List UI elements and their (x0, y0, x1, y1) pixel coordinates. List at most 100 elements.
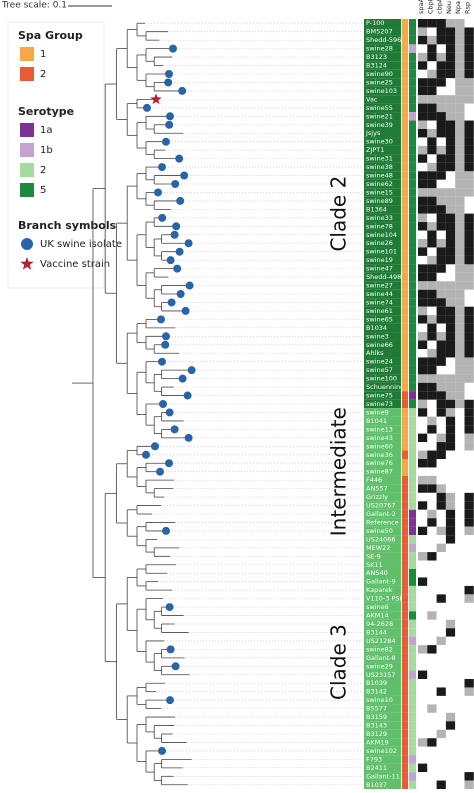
gene-cell (445, 272, 456, 282)
leaf-label: SE-9 (366, 552, 381, 560)
gene-cell (436, 577, 446, 586)
label-cell (364, 408, 401, 417)
gene-cell (436, 382, 446, 392)
label-cell (364, 179, 401, 189)
gene-cell (464, 518, 474, 527)
gene-cell (436, 780, 446, 789)
label-cell (364, 315, 401, 324)
gene-cell (418, 298, 428, 307)
branch-symbol (150, 93, 162, 105)
label-cell (364, 560, 401, 569)
gene-cell (436, 323, 446, 333)
label-cell (364, 704, 401, 713)
gene-cell (445, 103, 456, 113)
gene-cell (464, 695, 474, 705)
gene-cell (427, 391, 437, 400)
gene-cell (455, 222, 465, 231)
gene-cell (455, 61, 465, 70)
gene-cell (464, 569, 474, 578)
gene-cell (427, 653, 437, 663)
serotype-cell (409, 19, 416, 28)
gene-cell (427, 154, 437, 163)
gene-cell (464, 577, 474, 586)
serotype-cell (409, 569, 416, 578)
spa-cell (402, 196, 408, 206)
serotype-cell (409, 129, 416, 138)
gene-cell (418, 442, 428, 451)
gene-cell (436, 374, 446, 383)
spa-cell (402, 543, 408, 553)
gene-cell (464, 137, 474, 146)
gene-cell (455, 399, 465, 409)
spa-cell (402, 670, 408, 679)
leaf-label: MEW22 (366, 544, 390, 552)
gene-cell (436, 518, 446, 527)
label-cell (364, 281, 401, 290)
gene-cell (455, 416, 465, 426)
spa-cell (402, 103, 408, 113)
branch-symbol (166, 645, 175, 654)
label-cell (364, 188, 401, 197)
spa-cell (402, 44, 408, 53)
label-cell (364, 399, 401, 409)
leaf-label: V110-3 PSLN (366, 595, 408, 603)
leaf-label: swine21 (366, 112, 393, 120)
gene-cell (436, 746, 446, 756)
serotype-cell (409, 679, 416, 688)
label-cell (364, 120, 401, 129)
gene-cell (464, 315, 474, 324)
spa-cell (402, 137, 408, 146)
leaf-label: AKM14 (366, 612, 389, 620)
gene-cell (464, 509, 474, 519)
gene-cell (436, 552, 446, 561)
clade-label: Clade 3 (327, 624, 351, 700)
label-cell (364, 349, 401, 358)
gene-cell (464, 52, 474, 62)
gene-cell (427, 129, 437, 138)
gene-cell (464, 382, 474, 392)
gene-cell (464, 86, 474, 96)
gene-cell (427, 35, 437, 45)
branch-symbol (158, 746, 166, 755)
gene-cell (464, 19, 474, 28)
gene-cell (464, 526, 474, 536)
gene-cell (436, 171, 446, 180)
gene-cell (436, 543, 446, 553)
label-cell (364, 264, 401, 273)
spa-cell (402, 399, 408, 409)
gene-cell (464, 112, 474, 121)
leaf-label: AKM19 (366, 738, 389, 746)
spa-cell (402, 712, 408, 722)
gene-cell (464, 416, 474, 426)
branch-symbol (165, 603, 174, 612)
spa-cell (402, 188, 408, 197)
label-cell (364, 95, 401, 104)
spa-cell (402, 69, 408, 79)
serotype-cell (409, 492, 416, 502)
gene-cell (436, 501, 446, 510)
spa-cell (402, 230, 408, 239)
gene-cell (436, 560, 446, 569)
gene-cell (436, 78, 446, 87)
label-cell (364, 501, 401, 510)
gene-cell (445, 95, 456, 104)
serotype-cell (409, 602, 416, 612)
gene-cell (464, 560, 474, 569)
label-cell (364, 763, 401, 773)
serotype-cell (409, 52, 416, 62)
leaf-label: swine60 (366, 442, 393, 450)
branch-symbol (142, 450, 150, 459)
gene-cell (464, 679, 474, 688)
gene-cell (464, 145, 474, 155)
gene-cell (418, 145, 428, 155)
label-cell (364, 391, 401, 400)
gene-cell (427, 628, 437, 637)
gene-cell (418, 255, 428, 265)
gene-cell (427, 120, 437, 129)
branch-symbol (173, 264, 182, 273)
leaf-label: swine76 (366, 459, 393, 467)
label-cell (364, 619, 401, 629)
gene-cell (455, 687, 465, 696)
leaf-label: US24066 (366, 535, 396, 543)
